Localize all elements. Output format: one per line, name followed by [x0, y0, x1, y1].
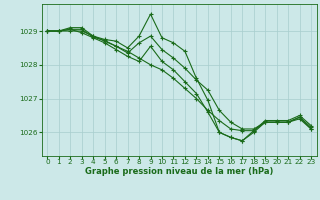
X-axis label: Graphe pression niveau de la mer (hPa): Graphe pression niveau de la mer (hPa): [85, 167, 273, 176]
